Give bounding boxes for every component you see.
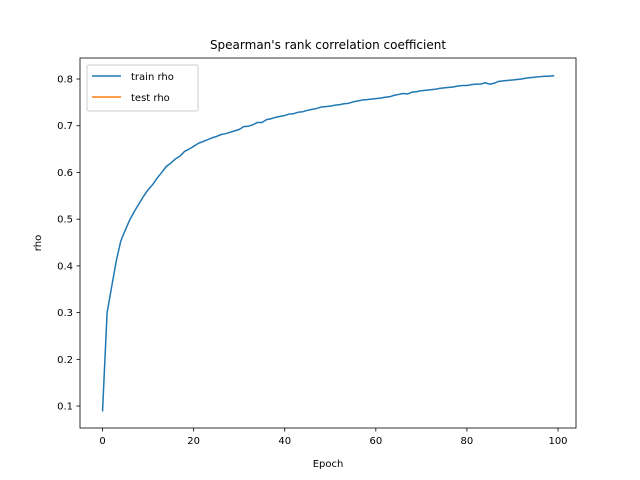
y-axis-ticks: 0.1 0.2 0.3 0.4 0.5 0.6 0.7 0.8: [57, 75, 80, 413]
series-line-train-rho: [101, 74, 555, 412]
plot-area: [80, 58, 576, 428]
x-tick-label: 60: [369, 436, 382, 447]
y-tick-label: 0.6: [57, 168, 73, 179]
series-layer: [101, 74, 555, 412]
legend: train rho test rho: [86, 64, 199, 112]
x-tick-label: 40: [278, 436, 291, 447]
legend-label-test-rho: test rho: [131, 93, 170, 104]
y-tick-label: 0.4: [57, 261, 73, 272]
y-tick-label: 0.1: [57, 402, 73, 413]
y-tick-label: 0.5: [57, 215, 73, 226]
y-tick-label: 0.3: [57, 308, 73, 319]
x-tick-label: 0: [99, 436, 105, 447]
legend-label-train-rho: train rho: [131, 72, 174, 83]
x-tick-label: 100: [548, 436, 567, 447]
y-tick-label: 0.7: [57, 121, 73, 132]
chart-title: Spearman's rank correlation coefficient: [210, 38, 446, 52]
y-tick-label: 0.8: [57, 75, 73, 86]
y-tick-label: 0.2: [57, 355, 73, 366]
y-axis-label: rho: [33, 235, 44, 251]
plot-frame: [79, 57, 577, 429]
x-axis-ticks: 0 20 40 60 80 100: [99, 428, 568, 447]
x-axis-label: Epoch: [313, 459, 344, 470]
x-tick-label: 20: [187, 436, 200, 447]
x-tick-label: 80: [461, 436, 474, 447]
